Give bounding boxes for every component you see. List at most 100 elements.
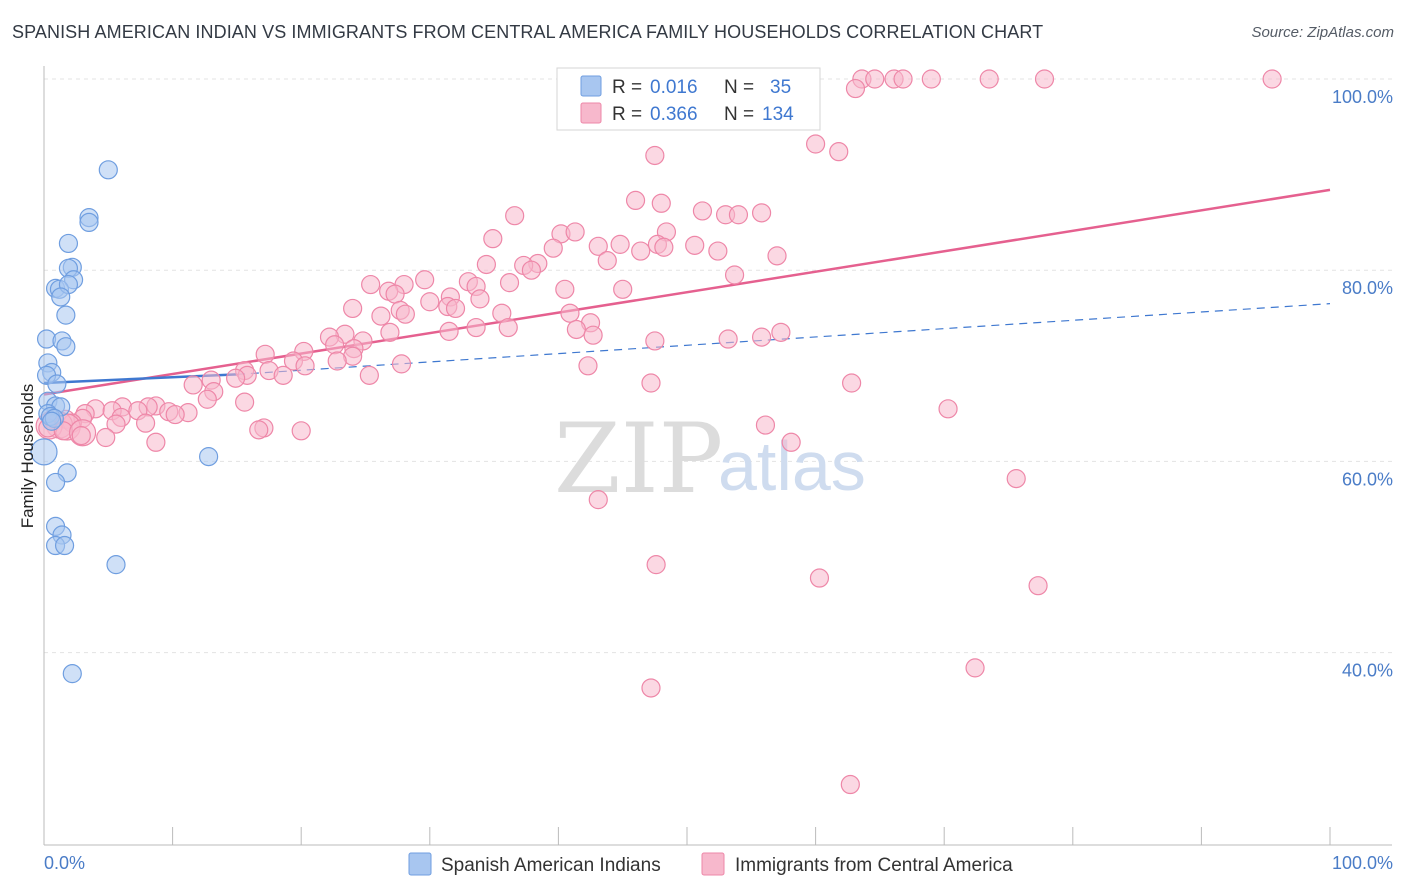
point-spanish-american-indians bbox=[56, 337, 76, 357]
point-immigrants-central-america bbox=[71, 425, 91, 446]
point-immigrants-central-america bbox=[708, 241, 728, 261]
point-immigrants-central-america bbox=[771, 322, 791, 342]
point-immigrants-central-america bbox=[499, 273, 520, 293]
series-name: Spanish American Indians bbox=[441, 855, 661, 876]
legend-r-label: R = bbox=[612, 77, 642, 98]
point-immigrants-central-america bbox=[597, 251, 617, 271]
watermark-zip: ZIP bbox=[554, 403, 723, 515]
point-immigrants-central-america bbox=[325, 335, 345, 355]
point-immigrants-central-america bbox=[135, 413, 156, 433]
point-spanish-american-indians bbox=[51, 287, 71, 307]
point-immigrants-central-america bbox=[583, 325, 603, 345]
y-tick-label: 60.0% bbox=[1342, 469, 1393, 489]
point-immigrants-central-america bbox=[610, 234, 630, 254]
point-immigrants-central-america bbox=[645, 331, 665, 351]
trend-line-pink bbox=[43, 188, 1331, 396]
point-immigrants-central-america bbox=[840, 774, 860, 795]
point-immigrants-central-america bbox=[865, 69, 885, 89]
point-immigrants-central-america bbox=[235, 392, 255, 412]
series-name: Immigrants from Central America bbox=[735, 855, 1013, 876]
point-immigrants-central-america bbox=[625, 190, 646, 211]
point-immigrants-central-america bbox=[361, 274, 381, 295]
point-immigrants-central-america bbox=[483, 229, 503, 249]
point-immigrants-central-america bbox=[641, 373, 661, 393]
point-spanish-american-indians bbox=[58, 233, 79, 254]
point-immigrants-central-america bbox=[146, 432, 166, 452]
point-immigrants-central-america bbox=[645, 145, 665, 166]
point-immigrants-central-america bbox=[751, 203, 772, 223]
point-immigrants-central-america bbox=[395, 304, 415, 324]
point-spanish-american-indians bbox=[106, 555, 126, 575]
point-immigrants-central-america bbox=[391, 354, 412, 374]
point-spanish-american-indians bbox=[79, 212, 99, 232]
legend: R = 0.016 N = 35 R = 0.366 N = 134 bbox=[556, 67, 821, 131]
point-immigrants-central-america bbox=[1262, 69, 1282, 89]
point-immigrants-central-america bbox=[631, 241, 651, 261]
point-immigrants-central-america bbox=[588, 236, 608, 256]
point-immigrants-central-america bbox=[685, 235, 705, 255]
point-immigrants-central-america bbox=[543, 238, 563, 258]
point-immigrants-central-america bbox=[183, 375, 203, 395]
legend-swatch-pink bbox=[580, 102, 602, 124]
point-immigrants-central-america bbox=[767, 246, 787, 266]
point-immigrants-central-america bbox=[979, 69, 999, 89]
point-immigrants-central-america bbox=[255, 344, 275, 364]
point-immigrants-central-america bbox=[893, 69, 913, 89]
point-immigrants-central-america bbox=[724, 265, 745, 285]
point-immigrants-central-america bbox=[560, 303, 580, 323]
series-swatch-pink bbox=[701, 852, 725, 876]
point-immigrants-central-america bbox=[445, 298, 466, 319]
data-points bbox=[30, 69, 1282, 795]
point-spanish-american-indians bbox=[199, 447, 219, 467]
point-spanish-american-indians bbox=[30, 438, 58, 466]
legend-swatch-blue bbox=[580, 75, 602, 97]
y-tick-label: 100.0% bbox=[1332, 87, 1393, 107]
point-immigrants-central-america bbox=[728, 205, 749, 225]
legend-n-label: N = bbox=[724, 104, 754, 125]
x-tick-label: 0.0% bbox=[44, 853, 85, 873]
point-immigrants-central-america bbox=[466, 317, 486, 338]
point-immigrants-central-america bbox=[470, 289, 490, 309]
point-immigrants-central-america bbox=[439, 321, 459, 341]
y-axis-title: Family Households bbox=[18, 384, 37, 529]
point-spanish-american-indians bbox=[47, 374, 67, 394]
point-spanish-american-indians bbox=[45, 472, 66, 493]
source-note: Source: ZipAtlas.com bbox=[1251, 24, 1394, 41]
point-immigrants-central-america bbox=[588, 490, 608, 510]
point-immigrants-central-america bbox=[165, 404, 185, 425]
grid bbox=[44, 78, 1392, 654]
axis-labels: 40.0% 60.0% 80.0% 100.0% 0.0% 100.0% bbox=[44, 87, 1393, 873]
legend-n-value: 35 bbox=[770, 77, 791, 98]
point-immigrants-central-america bbox=[565, 222, 585, 242]
point-immigrants-central-america bbox=[938, 399, 958, 419]
point-immigrants-central-america bbox=[371, 306, 391, 326]
point-immigrants-central-america bbox=[1028, 576, 1048, 596]
legend-r-value: 0.366 bbox=[650, 104, 698, 125]
point-immigrants-central-america bbox=[781, 432, 801, 452]
chart-title: SPANISH AMERICAN INDIAN VS IMMIGRANTS FR… bbox=[12, 22, 1044, 42]
series-legend: Spanish American Indians Immigrants from… bbox=[408, 852, 1013, 876]
point-immigrants-central-america bbox=[829, 142, 849, 162]
point-immigrants-central-america bbox=[845, 78, 866, 99]
point-immigrants-central-america bbox=[718, 329, 738, 349]
point-immigrants-central-america bbox=[1006, 469, 1026, 489]
point-immigrants-central-america bbox=[965, 658, 985, 678]
series-swatch-blue bbox=[408, 852, 432, 876]
watermark: ZIP atlas bbox=[554, 403, 866, 515]
point-immigrants-central-america bbox=[555, 279, 575, 299]
point-immigrants-central-america bbox=[805, 134, 826, 154]
point-spanish-american-indians bbox=[54, 535, 75, 556]
point-immigrants-central-america bbox=[654, 237, 674, 257]
point-immigrants-central-america bbox=[692, 201, 713, 221]
point-immigrants-central-america bbox=[646, 555, 666, 575]
point-immigrants-central-america bbox=[291, 421, 311, 441]
point-immigrants-central-america bbox=[566, 319, 587, 340]
y-tick-label: 80.0% bbox=[1342, 278, 1393, 298]
point-immigrants-central-america bbox=[359, 365, 379, 385]
legend-n-label: N = bbox=[724, 77, 754, 98]
legend-r-label: R = bbox=[612, 104, 642, 125]
point-immigrants-central-america bbox=[96, 427, 116, 448]
point-spanish-american-indians bbox=[42, 411, 62, 431]
point-immigrants-central-america bbox=[327, 351, 347, 371]
point-immigrants-central-america bbox=[505, 206, 525, 226]
